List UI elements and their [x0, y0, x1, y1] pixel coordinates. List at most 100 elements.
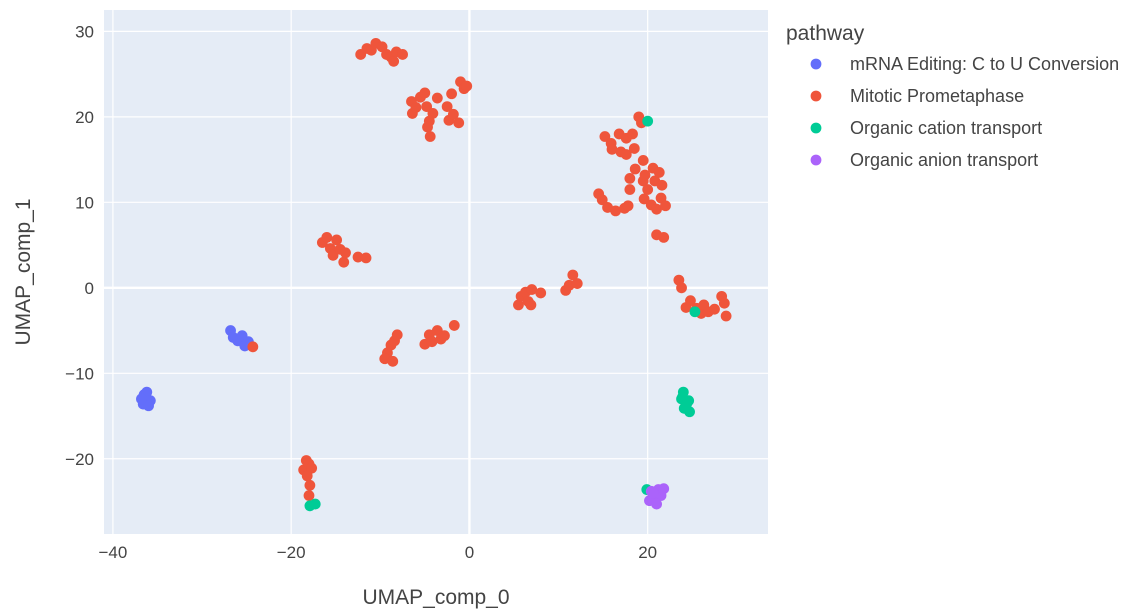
y-tick-label: 30	[75, 22, 94, 41]
data-point	[321, 231, 333, 243]
data-point	[629, 163, 641, 175]
legend-marker	[810, 90, 822, 102]
series-1	[247, 37, 732, 501]
data-point	[684, 406, 695, 418]
data-point	[301, 470, 313, 482]
x-tick-label: −20	[277, 543, 306, 562]
data-point	[309, 498, 321, 510]
data-point	[421, 101, 433, 112]
data-point	[624, 184, 636, 195]
data-point	[431, 92, 443, 104]
data-point	[446, 88, 457, 100]
data-point	[352, 251, 364, 263]
data-point	[391, 329, 403, 341]
legend-label: Organic cation transport	[850, 118, 1042, 138]
data-point	[338, 256, 350, 268]
data-point	[660, 200, 671, 212]
data-point	[439, 330, 450, 342]
data-point	[424, 131, 436, 142]
data-point	[610, 205, 621, 217]
x-tick-label: 20	[638, 543, 657, 562]
data-point	[720, 310, 732, 322]
data-point	[422, 121, 433, 133]
data-point	[447, 108, 459, 120]
data-point	[136, 393, 147, 405]
data-point	[143, 400, 154, 412]
data-point	[658, 231, 670, 243]
data-point	[658, 483, 670, 495]
tick-labels: −40 −20 0 20 −20 −10 0 10 20 30	[65, 22, 657, 562]
data-point	[331, 234, 343, 246]
data-point	[651, 203, 662, 215]
data-point	[647, 487, 659, 499]
legend-label: Organic anion transport	[850, 150, 1038, 170]
data-point	[388, 55, 400, 67]
data-point	[685, 295, 696, 307]
data-point	[360, 252, 372, 264]
data-point	[637, 155, 649, 166]
data-point	[681, 397, 693, 409]
data-point	[718, 297, 730, 309]
data-point	[627, 128, 638, 140]
data-point	[563, 279, 575, 291]
data-point	[448, 320, 460, 331]
data-point	[606, 143, 618, 155]
data-point	[709, 303, 720, 315]
x-tick-label: 0	[465, 543, 474, 562]
y-tick-label: 0	[85, 279, 94, 298]
data-point	[441, 101, 453, 112]
data-point	[622, 200, 634, 212]
x-tick-label: −40	[98, 543, 127, 562]
legend-marker	[810, 58, 822, 70]
data-point	[526, 284, 538, 295]
data-point	[689, 306, 701, 318]
legend: pathway mRNA Editing: C to U Conversion M…	[786, 22, 1119, 170]
series-3	[644, 483, 670, 510]
data-point	[651, 498, 662, 510]
data-point	[340, 247, 351, 259]
data-point	[624, 172, 636, 184]
data-point	[304, 479, 316, 491]
data-point	[571, 278, 583, 289]
y-tick-label: 10	[75, 193, 94, 212]
plot-area	[104, 10, 768, 534]
data-point	[628, 143, 640, 154]
data-point	[642, 115, 654, 127]
data-point	[303, 490, 315, 501]
legend-item[interactable]: Mitotic Prometaphase	[810, 86, 1024, 106]
data-point	[656, 179, 668, 191]
data-point	[596, 194, 608, 206]
scatter-points	[136, 37, 732, 512]
data-point	[387, 355, 399, 367]
data-point	[599, 131, 611, 142]
data-point	[535, 287, 547, 299]
data-point	[639, 169, 651, 181]
legend-item[interactable]: Organic cation transport	[810, 118, 1042, 138]
series-2	[304, 115, 701, 512]
data-point	[419, 87, 431, 99]
data-point	[427, 108, 439, 119]
legend-label: mRNA Editing: C to U Conversion	[850, 54, 1119, 74]
legend-marker	[810, 122, 822, 134]
data-point	[247, 341, 259, 353]
legend-item[interactable]: mRNA Editing: C to U Conversion	[810, 54, 1120, 74]
legend-label: Mitotic Prometaphase	[850, 86, 1024, 106]
legend-item[interactable]: Organic anion transport	[810, 150, 1039, 170]
legend-marker	[810, 154, 822, 166]
y-tick-label: 20	[75, 108, 94, 127]
x-axis-title: UMAP_comp_0	[362, 586, 509, 609]
data-point	[642, 184, 654, 195]
y-tick-label: −10	[65, 364, 94, 383]
data-point	[638, 193, 650, 205]
data-point	[676, 282, 687, 294]
y-tick-label: −20	[65, 450, 94, 469]
data-point	[426, 336, 438, 348]
data-point	[327, 249, 339, 261]
data-point	[461, 80, 473, 92]
series-0	[136, 325, 254, 412]
data-point	[653, 167, 665, 178]
data-point	[567, 269, 579, 281]
data-point	[410, 102, 422, 113]
y-axis-title: UMAP_comp_1	[12, 198, 35, 345]
